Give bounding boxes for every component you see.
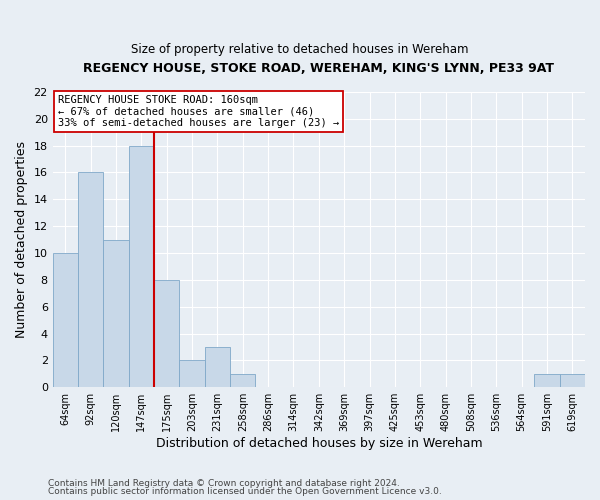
Text: Size of property relative to detached houses in Wereham: Size of property relative to detached ho…	[131, 42, 469, 56]
Bar	[53, 253, 78, 387]
Y-axis label: Number of detached properties: Number of detached properties	[15, 141, 28, 338]
Bar	[179, 360, 205, 387]
Bar	[154, 280, 179, 387]
Bar	[78, 172, 103, 387]
Text: REGENCY HOUSE STOKE ROAD: 160sqm
← 67% of detached houses are smaller (46)
33% o: REGENCY HOUSE STOKE ROAD: 160sqm ← 67% o…	[58, 95, 339, 128]
X-axis label: Distribution of detached houses by size in Wereham: Distribution of detached houses by size …	[155, 437, 482, 450]
Text: Contains HM Land Registry data © Crown copyright and database right 2024.: Contains HM Land Registry data © Crown c…	[48, 478, 400, 488]
Title: REGENCY HOUSE, STOKE ROAD, WEREHAM, KING'S LYNN, PE33 9AT: REGENCY HOUSE, STOKE ROAD, WEREHAM, KING…	[83, 62, 554, 76]
Bar	[560, 374, 585, 387]
Bar	[103, 240, 129, 387]
Bar	[535, 374, 560, 387]
Text: Contains public sector information licensed under the Open Government Licence v3: Contains public sector information licen…	[48, 487, 442, 496]
Bar	[129, 146, 154, 387]
Bar	[230, 374, 256, 387]
Bar	[205, 347, 230, 387]
